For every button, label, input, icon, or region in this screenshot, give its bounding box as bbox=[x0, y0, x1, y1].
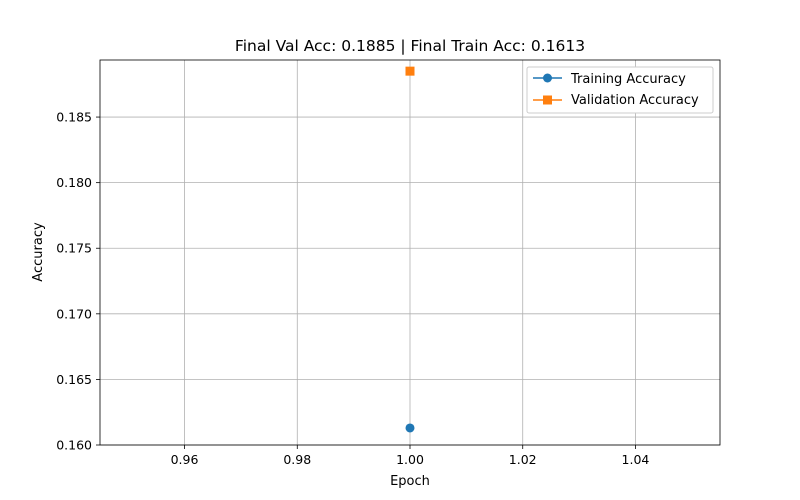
chart-title: Final Val Acc: 0.1885 | Final Train Acc:… bbox=[235, 37, 585, 55]
y-tick-label: 0.180 bbox=[56, 175, 92, 190]
y-tick-label: 0.185 bbox=[56, 110, 92, 125]
training-accuracy-point bbox=[405, 423, 415, 433]
plot-frame bbox=[99, 59, 721, 446]
x-tick-label: 1.00 bbox=[396, 452, 424, 467]
legend-marker-validation bbox=[543, 95, 552, 105]
y-tick-label: 0.175 bbox=[56, 241, 92, 256]
legend: Training Accuracy Validation Accuracy bbox=[526, 66, 714, 114]
x-tick-label: 0.96 bbox=[171, 452, 199, 467]
x-axis-label: Epoch bbox=[390, 474, 430, 489]
y-tick-label: 0.165 bbox=[56, 372, 92, 387]
legend-label-validation: Validation Accuracy bbox=[571, 93, 699, 108]
legend-marker-training bbox=[543, 73, 552, 83]
y-axis-label: Accuracy bbox=[31, 222, 46, 282]
validation-accuracy-point bbox=[405, 66, 415, 76]
x-tick-label: 0.98 bbox=[283, 452, 311, 467]
x-tick-label: 1.04 bbox=[622, 452, 650, 467]
y-tick-label: 0.160 bbox=[56, 438, 92, 453]
grid-layer bbox=[100, 60, 720, 446]
marks-layer bbox=[405, 66, 415, 433]
x-tick-label: 1.02 bbox=[509, 452, 537, 467]
legend-box bbox=[526, 66, 714, 114]
legend-item-validation: Validation Accuracy bbox=[533, 93, 699, 108]
axes-layer: 0.96 0.98 1.00 1.02 1.04 0.160 0.165 0.170 0.175… bbox=[56, 59, 721, 467]
y-tick-label: 0.170 bbox=[56, 306, 92, 321]
legend-item-training: Training Accuracy bbox=[533, 72, 686, 87]
legend-label-training: Training Accuracy bbox=[570, 72, 686, 87]
